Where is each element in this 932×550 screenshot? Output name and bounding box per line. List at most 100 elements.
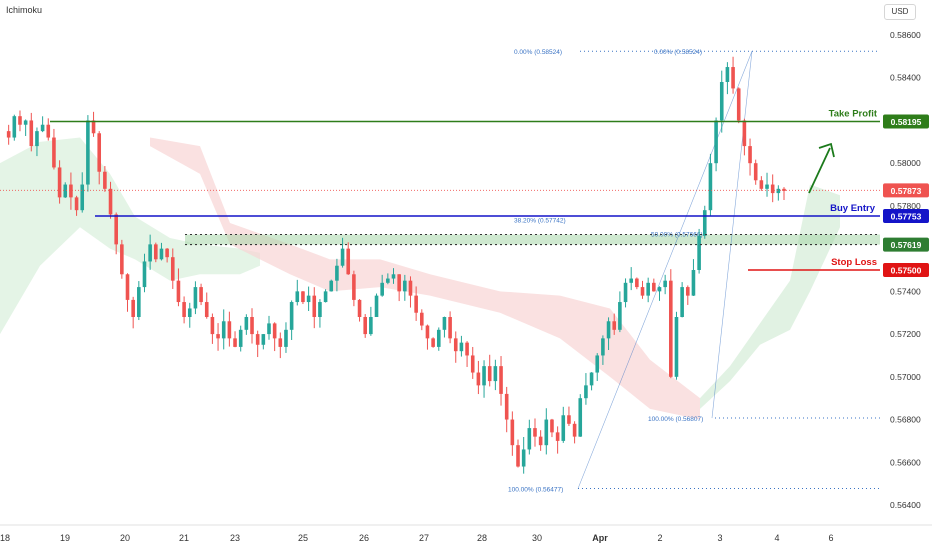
- candle-body: [663, 280, 667, 288]
- candle-body: [487, 366, 492, 382]
- candle-body: [312, 295, 317, 317]
- buy-entry-badge: [883, 208, 929, 223]
- candle-body: [425, 325, 430, 339]
- candle-body: [204, 302, 209, 317]
- candle-body: [499, 366, 503, 394]
- y-tick-label: 0.58600: [890, 30, 921, 40]
- candle-body: [159, 248, 164, 260]
- y-tick-label: 0.57200: [890, 329, 921, 339]
- candle-body: [397, 274, 401, 292]
- candle-body: [233, 338, 237, 347]
- candle-body: [391, 274, 396, 279]
- candle-body: [555, 432, 560, 441]
- candle-body: [142, 261, 147, 288]
- current-price-badge: [883, 183, 929, 198]
- price-levels: [0, 120, 880, 271]
- candle-body: [702, 210, 707, 236]
- time-axis: 18 19 20 21 23 25 26 27 28 30 Apr 2 3 4 6: [0, 524, 932, 543]
- candle-body: [120, 244, 124, 275]
- candle-body: [40, 124, 45, 132]
- candle-body: [561, 415, 566, 441]
- candle-body: [584, 385, 588, 399]
- candle-body: [154, 244, 158, 260]
- y-tick-label: 0.56600: [890, 457, 921, 467]
- candle-body: [238, 329, 243, 347]
- x-tick-label: 28: [477, 533, 487, 543]
- candle-body: [538, 436, 543, 446]
- candle-body: [748, 146, 752, 164]
- stop-loss-badge-label: 0.57500: [891, 266, 922, 276]
- candle-body: [448, 317, 452, 339]
- target-arrow-shaft: [808, 147, 831, 194]
- candle-body: [69, 184, 73, 198]
- target-arrow-head: [818, 142, 835, 158]
- candle-body: [612, 321, 617, 330]
- candle-body: [618, 302, 622, 330]
- candle-body: [52, 137, 56, 168]
- candle-body: [289, 302, 294, 330]
- candle-body: [601, 338, 605, 356]
- candle-body: [176, 280, 181, 303]
- candle-body: [261, 334, 266, 345]
- candle-body: [680, 287, 684, 317]
- fib-label: 38.20% (0.57742): [514, 217, 566, 224]
- candle-body: [765, 184, 769, 189]
- cloud-bullish-right: [700, 184, 840, 409]
- candle-body: [533, 428, 537, 437]
- candle-body: [284, 329, 288, 347]
- x-tick-label: 23: [230, 533, 240, 543]
- candle-body: [35, 131, 39, 147]
- candle-body: [187, 308, 192, 317]
- stop-loss-badge: [883, 263, 929, 277]
- candle-body: [267, 323, 271, 335]
- candle-body: [74, 197, 79, 211]
- candle-body: [131, 299, 135, 317]
- candle-body: [776, 188, 781, 194]
- candle-body: [759, 180, 764, 189]
- candle-body: [578, 398, 583, 437]
- candle-body: [476, 372, 481, 386]
- candle-body: [595, 355, 600, 373]
- x-tick-label: 30: [532, 533, 542, 543]
- candle-body: [6, 131, 11, 138]
- candle-body: [736, 88, 741, 121]
- currency-selector[interactable]: USD: [884, 4, 916, 20]
- x-tick-label: 19: [60, 533, 70, 543]
- candle-body: [510, 419, 515, 446]
- candle-body: [770, 184, 775, 194]
- candle-body: [340, 248, 345, 266]
- candle-body: [623, 282, 628, 303]
- y-tick-label: 0.58400: [890, 73, 921, 83]
- candle-body: [652, 282, 656, 292]
- candle-body: [18, 116, 22, 125]
- candle-body: [374, 295, 379, 317]
- candle-body: [301, 291, 305, 303]
- candle-body: [357, 299, 362, 317]
- candle-body: [725, 67, 730, 82]
- support-zone: [185, 234, 880, 245]
- candle-body: [363, 317, 368, 335]
- candle-body: [86, 120, 90, 185]
- support-zone-band: [185, 234, 880, 245]
- support-badge-label: 0.57619: [891, 240, 922, 250]
- candle-body: [318, 302, 322, 317]
- current-price-badge-label: 0.57873: [891, 186, 922, 196]
- candle-body: [419, 312, 424, 326]
- candle-body: [103, 171, 107, 189]
- candle-body: [646, 282, 650, 296]
- indicator-name: Ichimoku: [6, 5, 43, 15]
- take-profit-badge: [883, 114, 929, 129]
- candle-body: [63, 184, 68, 198]
- candle-body: [465, 342, 469, 356]
- cloud-bearish: [150, 137, 700, 420]
- candle-body: [550, 419, 554, 433]
- candle-body: [250, 317, 254, 335]
- candle-body: [386, 278, 390, 283]
- candle-body: [669, 280, 673, 377]
- candle-body: [714, 120, 718, 164]
- x-tick-label: 21: [179, 533, 189, 543]
- candle-body: [572, 423, 577, 437]
- candle-body: [125, 274, 130, 300]
- candle-body: [97, 133, 102, 172]
